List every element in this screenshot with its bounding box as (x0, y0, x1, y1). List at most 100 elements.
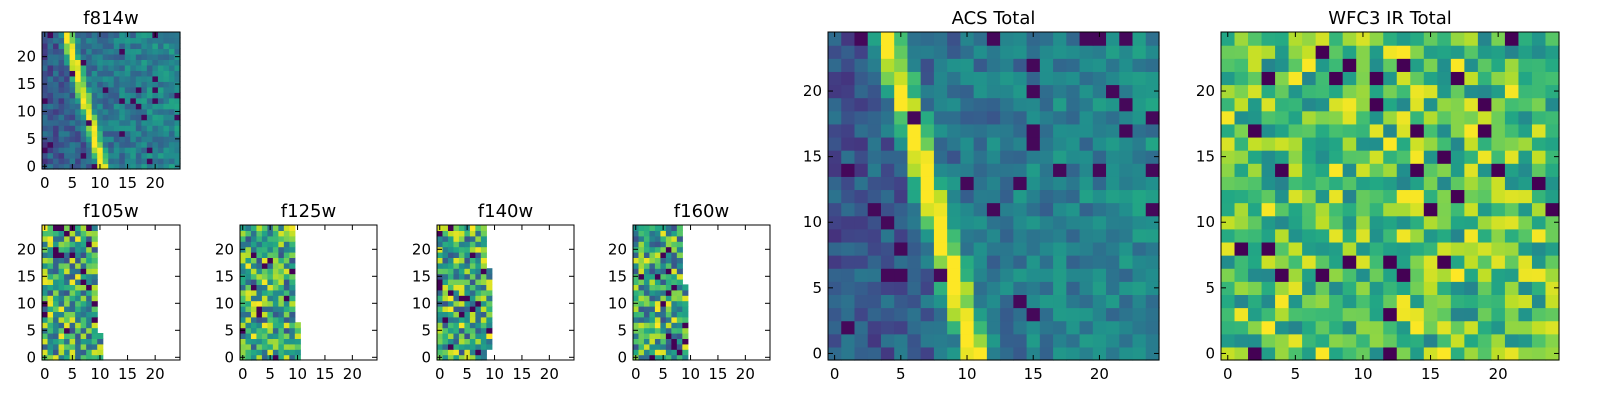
heatmap-cell (245, 246, 252, 253)
heatmap-cell (1504, 84, 1520, 99)
heatmap-cell (442, 284, 449, 291)
x-tick-label: 20 (540, 365, 559, 383)
heatmap-cell (1248, 110, 1263, 125)
heatmap-cell (97, 75, 104, 82)
heatmap-cell (168, 53, 176, 60)
heatmap-cell (841, 333, 856, 348)
heatmap-cell (47, 64, 54, 71)
heatmap-cell (1315, 58, 1330, 72)
heatmap-cell (1369, 228, 1384, 243)
heatmap-cell (272, 327, 279, 334)
heatmap-cell (64, 141, 71, 148)
heatmap-cell (437, 262, 444, 269)
heatmap-cell (1450, 268, 1465, 282)
heatmap-cell (272, 289, 279, 296)
heatmap-cell (933, 333, 948, 348)
heatmap-cell (1092, 110, 1107, 125)
heatmap-cell (64, 279, 71, 285)
heatmap-cell (1531, 45, 1547, 59)
heatmap-cell (1450, 58, 1465, 72)
heatmap-cell (47, 70, 54, 77)
heatmap-cell (1053, 189, 1067, 204)
heatmap-cell (119, 103, 126, 110)
heatmap-cell (119, 48, 126, 55)
heatmap-cell (113, 147, 120, 154)
heatmap-cell (163, 86, 170, 93)
heatmap-cell (1464, 281, 1479, 295)
heatmap-cell (475, 289, 482, 296)
heatmap-cell (86, 246, 93, 253)
heatmap-cell (1000, 268, 1014, 282)
heatmap-cell (1079, 333, 1094, 348)
heatmap-cell (1132, 281, 1147, 295)
heatmap-cell (986, 71, 1001, 86)
x-tick-label: 10 (485, 365, 504, 383)
heatmap-cell (1464, 228, 1479, 243)
heatmap-cell (828, 281, 842, 295)
heatmap-cell (447, 289, 455, 296)
heatmap-cell (289, 349, 296, 356)
heatmap-cell (58, 158, 65, 165)
heatmap-cell (960, 294, 975, 309)
heatmap-cell (464, 338, 471, 345)
heatmap-cell (1450, 45, 1465, 59)
heatmap-cell (58, 48, 65, 55)
heatmap-cell (973, 110, 988, 125)
heatmap-cell (1261, 320, 1276, 335)
heatmap-cell (69, 37, 76, 44)
heatmap-cell (480, 327, 487, 334)
heatmap-cell (464, 327, 471, 334)
heatmap-cells (42, 225, 104, 361)
heatmap-cell (1079, 307, 1094, 322)
heatmap-cell (272, 262, 279, 269)
heatmap-cell (64, 289, 71, 296)
heatmap-cell (75, 268, 82, 275)
heatmap-cell (828, 189, 842, 204)
heatmap-cell (86, 163, 93, 170)
heatmap-cell (157, 32, 165, 39)
heatmap-cell (1079, 268, 1094, 282)
heatmap-cell (86, 108, 93, 115)
heatmap-cell (1092, 268, 1107, 282)
heatmap-cell (294, 343, 301, 350)
heatmap-cell (163, 147, 170, 154)
heatmap-cell (654, 230, 661, 237)
heatmap-cell (907, 123, 922, 138)
heatmap-cell (447, 311, 455, 318)
heatmap-cell (152, 92, 159, 99)
heatmap-cell (47, 257, 54, 264)
heatmap-cell (75, 235, 82, 242)
heatmap-cell (1221, 307, 1236, 322)
heatmap-cell (97, 130, 104, 137)
heatmap-cell (1234, 123, 1249, 138)
heatmap-cell (660, 289, 667, 296)
heatmap-cell (665, 289, 672, 296)
y-tick-label: 20 (215, 240, 234, 258)
heatmap-cell (135, 86, 142, 93)
heatmap-cell (272, 252, 279, 258)
heatmap-cell (1491, 268, 1506, 282)
heatmap-cell (828, 215, 842, 230)
heatmap-cell (124, 119, 131, 126)
heatmap-cell (58, 252, 65, 258)
heatmap-cell (1342, 307, 1357, 322)
heatmap-cell (278, 333, 285, 339)
heatmap-cell (152, 119, 159, 126)
heatmap-cell (1079, 71, 1094, 86)
heatmap-cell (1315, 202, 1330, 217)
heatmap-cell (671, 262, 678, 269)
heatmap-cell (113, 37, 120, 44)
heatmap-cell (1221, 241, 1236, 256)
heatmap-cell (867, 32, 882, 46)
heatmap-cell (854, 110, 869, 125)
heatmap-cell (256, 230, 263, 237)
heatmap-cell (649, 279, 656, 285)
heatmap-cell (1491, 84, 1506, 99)
heatmap-cell (907, 32, 922, 46)
heatmap-cell (58, 316, 65, 323)
heatmap-cell (47, 327, 54, 334)
axes-frame (632, 224, 771, 361)
y-tick-label: 0 (26, 157, 36, 175)
heatmap-cell (649, 322, 656, 329)
heatmap-cell (1410, 176, 1425, 191)
